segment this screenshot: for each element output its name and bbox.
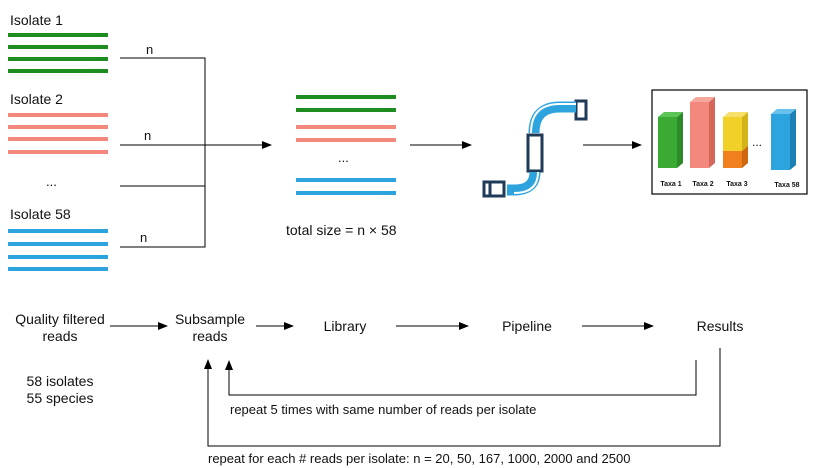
taxa-1-label: Taxa 1 [660, 181, 681, 188]
isolate-count: 58 isolates [27, 373, 94, 389]
combined-library-reads [296, 95, 396, 195]
outer-loop-arrow [204, 348, 721, 447]
species-count: 55 species [27, 390, 94, 406]
library-ellipsis: ... [338, 150, 349, 165]
results-chart-ellipsis: ... [752, 135, 762, 149]
quality-filtered-reads-line1: Quality filtered [15, 311, 104, 327]
total-size-label: total size = n × 58 [286, 222, 397, 238]
results-label: Results [697, 318, 744, 334]
edge-label-isolate-58: n [140, 230, 147, 245]
taxa-2-label: Taxa 2 [692, 181, 713, 188]
pipeline-icon [482, 99, 588, 198]
isolate-1-label: Isolate 1 [10, 12, 63, 28]
isolate-1-reads [8, 33, 108, 73]
edge-label-isolate-1: n [146, 42, 153, 57]
inner-loop-label: repeat 5 times with same number of reads… [230, 402, 536, 417]
isolate-2-label: Isolate 2 [10, 91, 63, 107]
subsample-reads-line2: reads [192, 328, 227, 344]
taxa-1-bar [658, 112, 683, 168]
isolate-58-label: Isolate 58 [10, 206, 71, 222]
taxa-58-bar [771, 109, 796, 170]
edge-label-isolate-2: n [144, 128, 151, 143]
subsample-reads-line1: Subsample [175, 311, 245, 327]
quality-filtered-reads-line2: reads [42, 328, 77, 344]
taxa-3-label: Taxa 3 [726, 181, 747, 188]
merge-lines [120, 57, 272, 248]
taxa-58-label: Taxa 58 [774, 182, 799, 189]
isolate-ellipsis: ... [46, 174, 57, 189]
outer-loop-label: repeat for each # reads per isolate: n =… [208, 451, 630, 466]
isolate-2-reads [8, 113, 108, 154]
library-label: Library [324, 318, 367, 334]
taxa-2-bar [690, 97, 715, 168]
taxa-3-bar [723, 112, 748, 168]
pipeline-label: Pipeline [502, 318, 552, 334]
isolate-58-reads [8, 229, 108, 271]
inner-loop-arrow [225, 360, 697, 396]
